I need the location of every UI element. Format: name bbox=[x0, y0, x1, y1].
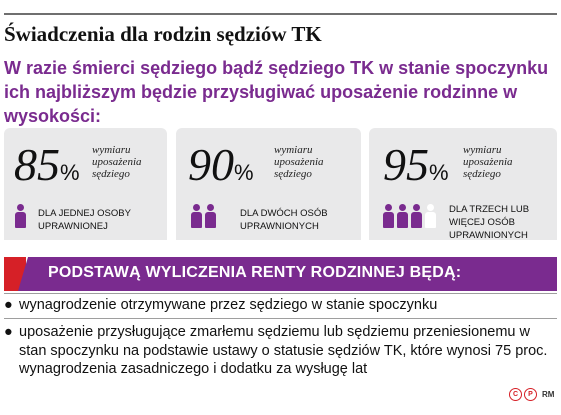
page-title: Świadczenia dla rodzin sędziów TK bbox=[4, 22, 322, 46]
person-icon bbox=[205, 204, 216, 228]
list-item-text: uposażenie przysługujące zmarłemu sędzie… bbox=[19, 324, 548, 377]
banner-purple-bar bbox=[18, 257, 557, 291]
percent-sign: % bbox=[429, 160, 449, 185]
person-icon bbox=[383, 204, 394, 228]
desc-line: sędziego bbox=[463, 168, 501, 180]
desc-line: wymiaru bbox=[274, 144, 313, 156]
list-item-text: wynagrodzenie otrzymywane przez sędziego… bbox=[19, 297, 438, 313]
percent-value: 85% bbox=[14, 140, 80, 198]
bullet-dot-icon: ● bbox=[4, 324, 13, 340]
who-line: DLA DWÓCH OSÓB bbox=[240, 208, 328, 219]
persons-group bbox=[191, 204, 216, 228]
desc-line: uposażenia bbox=[92, 156, 142, 168]
bullet-dot-icon: ● bbox=[4, 297, 13, 313]
persons-group bbox=[383, 204, 436, 228]
who-line: DLA JEDNEJ OSOBY bbox=[38, 208, 131, 219]
eligible-persons-label: DLA TRZECH LUB WIĘCEJ OSÓB UPRAWNIONYCH bbox=[449, 203, 529, 240]
top-rule bbox=[4, 13, 557, 15]
persons-group bbox=[15, 204, 26, 228]
person-icon bbox=[425, 204, 436, 228]
person-icon bbox=[397, 204, 408, 228]
person-icon bbox=[15, 204, 26, 228]
percent-description: wymiaru uposażenia sędziego bbox=[463, 144, 513, 180]
publisher-icon: P bbox=[524, 388, 537, 401]
copyright-icon: C bbox=[509, 388, 522, 401]
desc-line: uposażenia bbox=[274, 156, 324, 168]
benefit-card-2: 90% wymiaru uposażenia sędziego DLA DWÓC… bbox=[176, 128, 361, 240]
benefit-card-1: 85% wymiaru uposażenia sędziego DLA JEDN… bbox=[4, 128, 167, 240]
desc-line: sędziego bbox=[274, 168, 312, 180]
percent-sign: % bbox=[234, 160, 254, 185]
lede-text: W razie śmierci sędziego bądź sędziego T… bbox=[4, 58, 549, 126]
percent-sign: % bbox=[60, 160, 80, 185]
eligible-persons-label: DLA JEDNEJ OSOBY UPRAWNIONEJ bbox=[38, 207, 131, 233]
who-line: UPRAWNIONEJ bbox=[38, 221, 108, 232]
author-initials: RM bbox=[542, 390, 555, 399]
percent-description: wymiaru uposażenia sędziego bbox=[92, 144, 142, 180]
who-line: UPRAWNIONYCH bbox=[240, 221, 319, 232]
percent-number: 95 bbox=[383, 139, 429, 190]
desc-line: sędziego bbox=[92, 168, 130, 180]
benefit-card-3: 95% wymiaru uposażenia sędziego DLA TRZE… bbox=[369, 128, 557, 240]
eligible-persons-label: DLA DWÓCH OSÓB UPRAWNIONYCH bbox=[240, 207, 328, 233]
who-line: UPRAWNIONYCH bbox=[449, 230, 528, 240]
banner-title: PODSTAWĄ WYLICZENIA RENTY RODZINNEJ BĘDĄ… bbox=[48, 264, 462, 281]
person-icon bbox=[191, 204, 202, 228]
who-line: WIĘCEJ OSÓB bbox=[449, 217, 515, 228]
credit: C P RM bbox=[509, 388, 554, 401]
percent-value: 95% bbox=[383, 140, 449, 198]
divider bbox=[4, 318, 557, 319]
desc-line: uposażenia bbox=[463, 156, 513, 168]
desc-line: wymiaru bbox=[463, 144, 502, 156]
person-icon bbox=[411, 204, 422, 228]
percent-number: 90 bbox=[188, 139, 234, 190]
percent-value: 90% bbox=[188, 140, 254, 198]
section-banner: PODSTAWĄ WYLICZENIA RENTY RODZINNEJ BĘDĄ… bbox=[4, 257, 557, 291]
divider bbox=[4, 293, 557, 294]
desc-line: wymiaru bbox=[92, 144, 131, 156]
who-line: DLA TRZECH LUB bbox=[449, 204, 530, 215]
percent-description: wymiaru uposażenia sędziego bbox=[274, 144, 324, 180]
percent-number: 85 bbox=[14, 139, 60, 190]
